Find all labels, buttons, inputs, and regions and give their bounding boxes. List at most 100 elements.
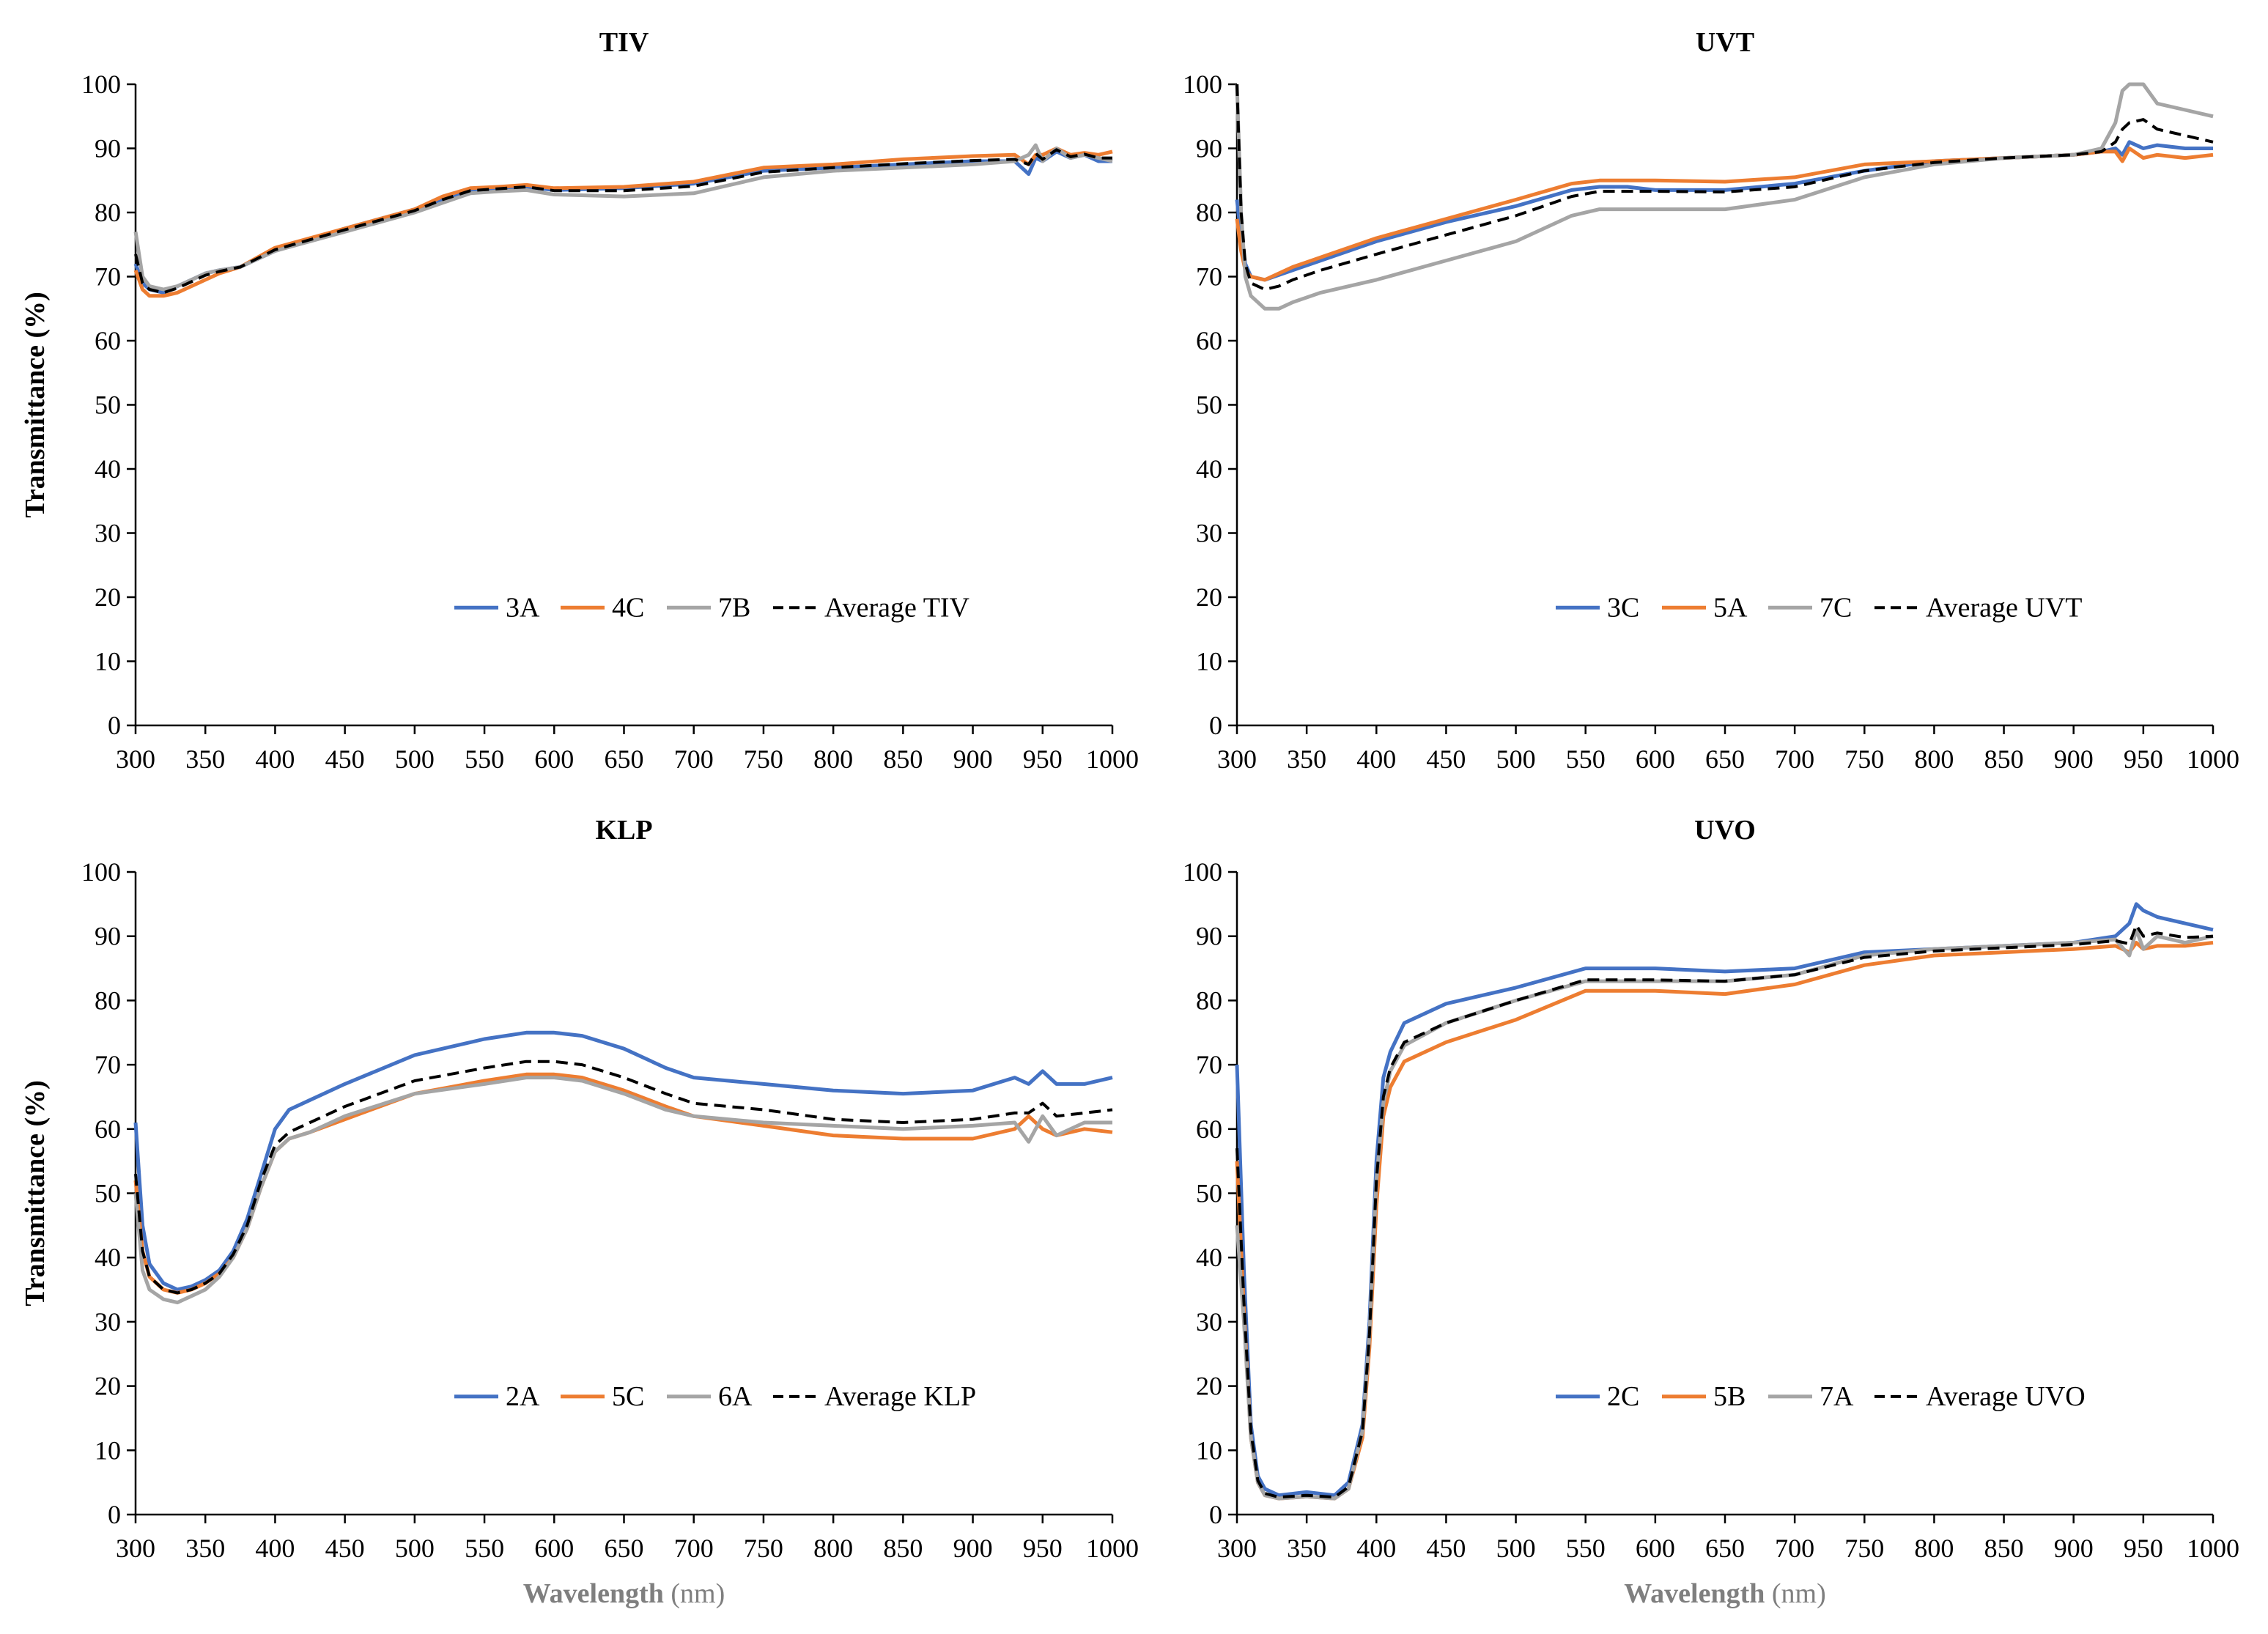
x-tick-label: 350	[1287, 744, 1326, 774]
legend-entry: 3A	[506, 592, 540, 623]
y-tick-label: 100	[1183, 857, 1222, 887]
x-tick-label: 400	[1356, 1534, 1396, 1563]
y-tick-label: 20	[1196, 583, 1222, 612]
x-tick-label: 700	[1775, 744, 1814, 774]
x-tick-label: 1000	[2187, 1534, 2239, 1563]
x-tick-label: 750	[1844, 1534, 1884, 1563]
x-tick-label: 300	[1217, 744, 1257, 774]
legend-entry: Average KLP	[824, 1381, 976, 1412]
x-tick-label: 850	[1984, 744, 2024, 774]
series-line-6a	[133, 1076, 1112, 1305]
y-tick-label: 10	[95, 647, 121, 676]
series-line-average-uvo	[1235, 923, 2214, 1499]
y-tick-label: 30	[95, 519, 121, 548]
y-tick-label: 100	[81, 70, 121, 99]
x-tick-label: 700	[674, 1534, 714, 1563]
legend-entry: 6A	[718, 1381, 753, 1412]
legend: 3C 5A 7C Average UVT	[1556, 592, 2082, 623]
y-tick-label: 0	[1209, 711, 1222, 740]
y-tick-label: 0	[108, 711, 121, 740]
legend-entry: 7C	[1820, 592, 1852, 623]
y-tick-label: 100	[81, 857, 121, 887]
x-tick-label: 950	[1023, 744, 1063, 774]
chart-title: UVO	[1694, 815, 1756, 846]
x-tick-label: 750	[744, 1534, 783, 1563]
y-tick-label: 20	[1196, 1372, 1222, 1401]
y-tick-label: 40	[95, 1243, 121, 1272]
y-tick-label: 70	[95, 262, 121, 292]
x-tick-label: 650	[1705, 744, 1745, 774]
x-tick-label: 750	[1844, 744, 1884, 774]
y-tick-label: 60	[95, 326, 121, 355]
y-tick-label: 60	[95, 1114, 121, 1144]
y-axis-label: Transmittance (%)	[20, 1080, 51, 1306]
y-tick-label: 60	[1196, 326, 1222, 355]
x-tick-label: 450	[1426, 744, 1466, 774]
x-tick-label: 500	[1496, 744, 1536, 774]
x-tick-label: 850	[883, 1534, 923, 1563]
x-tick-label: 300	[1217, 1534, 1257, 1563]
legend-entry: Average UVO	[1926, 1381, 2086, 1412]
x-axis-label: Wavelength (nm)	[1624, 1578, 1826, 1609]
x-tick-label: 1000	[1086, 744, 1139, 774]
x-tick-label: 600	[1636, 1534, 1675, 1563]
y-tick-label: 80	[95, 198, 121, 227]
x-tick-label: 400	[1356, 744, 1396, 774]
x-tick-label: 950	[2124, 1534, 2163, 1563]
x-tick-label: 800	[1914, 1534, 1954, 1563]
y-tick-label: 90	[95, 922, 121, 951]
y-tick-label: 50	[95, 1179, 121, 1208]
legend-entry: 2A	[506, 1381, 540, 1412]
y-tick-label: 40	[1196, 1243, 1222, 1272]
x-tick-label: 500	[1496, 1534, 1536, 1563]
x-tick-label: 500	[395, 744, 435, 774]
x-tick-label: 750	[744, 744, 783, 774]
y-tick-label: 10	[1196, 1435, 1222, 1465]
legend: 2C 5B 7A Average UVO	[1556, 1381, 2086, 1412]
x-tick-label: 950	[2124, 744, 2163, 774]
legend-entry: 7B	[718, 592, 750, 623]
legend: 2A 5C 6A Average KLP	[454, 1381, 976, 1412]
series-line-2a	[133, 1030, 1113, 1292]
series-line-5a	[1235, 147, 2214, 282]
y-tick-label: 10	[95, 1435, 121, 1465]
chart-panel-uvt: UVT 0 10 20 30 40 50 60 70 80 90 100 300 350 400 450 500…	[1183, 27, 2239, 774]
x-tick-label: 900	[953, 1534, 993, 1563]
y-tick-label: 20	[95, 583, 121, 612]
series-line-7c	[1235, 82, 2214, 311]
x-tick-label: 900	[2054, 744, 2094, 774]
x-tick-label: 900	[953, 744, 993, 774]
series-line-2c	[1235, 902, 2214, 1498]
chart-title: KLP	[595, 815, 652, 846]
legend-entry: 4C	[612, 592, 644, 623]
x-tick-label: 600	[1636, 744, 1675, 774]
y-tick-label: 70	[1196, 262, 1222, 292]
x-tick-label: 1000	[1086, 1534, 1139, 1563]
y-tick-label: 0	[1209, 1500, 1222, 1529]
x-tick-label: 400	[255, 1534, 295, 1563]
y-tick-label: 20	[95, 1372, 121, 1401]
legend-entry: Average UVT	[1926, 592, 2082, 623]
x-axis-label: Wavelength (nm)	[523, 1578, 725, 1609]
series-line-average-uvt	[1235, 84, 2214, 291]
x-tick-label: 400	[255, 744, 295, 774]
y-tick-label: 40	[95, 454, 121, 484]
x-tick-label: 550	[465, 744, 504, 774]
x-tick-label: 300	[116, 744, 155, 774]
x-tick-label: 800	[813, 1534, 853, 1563]
chart-panel-klp: KLP 0 10 20 30 40 50 60 70 80 90 100 300 350 400 450 500…	[20, 815, 1139, 1609]
x-tick-label: 300	[116, 1534, 155, 1563]
y-tick-label: 90	[95, 134, 121, 163]
y-tick-label: 30	[1196, 1307, 1222, 1337]
x-tick-label: 950	[1023, 1534, 1063, 1563]
x-tick-label: 600	[534, 1534, 574, 1563]
y-tick-label: 70	[1196, 1050, 1222, 1079]
x-tick-label: 700	[674, 744, 714, 774]
series-line-average-klp	[134, 1060, 1113, 1295]
x-tick-label: 450	[1426, 1534, 1466, 1563]
x-tick-label: 550	[1566, 744, 1606, 774]
x-tick-label: 650	[1705, 1534, 1745, 1563]
x-tick-label: 1000	[2187, 744, 2239, 774]
y-tick-label: 90	[1196, 922, 1222, 951]
